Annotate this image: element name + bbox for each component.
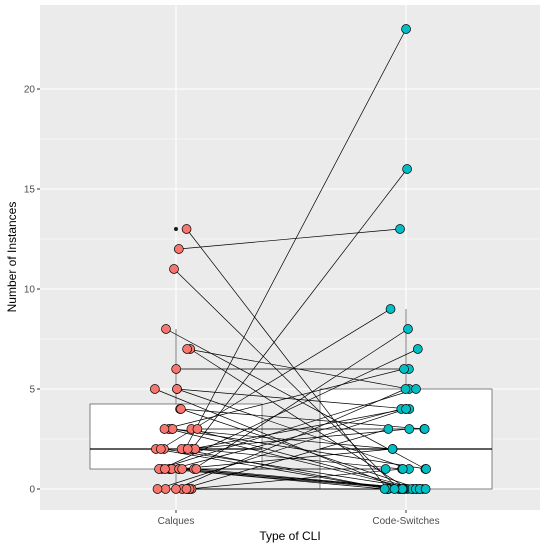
calques-point bbox=[169, 264, 179, 274]
code-switches-point bbox=[411, 384, 421, 394]
code-switches-point bbox=[397, 464, 408, 474]
calques-point bbox=[167, 424, 178, 434]
code-switches-point bbox=[380, 464, 391, 474]
calques-point bbox=[176, 404, 186, 414]
pair-line bbox=[182, 428, 389, 490]
calques-point bbox=[160, 484, 171, 494]
code-switches-point bbox=[383, 424, 394, 434]
calques-point bbox=[171, 484, 181, 494]
pair-line bbox=[154, 388, 401, 490]
code-switches-point bbox=[421, 464, 431, 474]
calques-point bbox=[160, 464, 170, 474]
code-switches-point bbox=[401, 24, 411, 34]
code-switches-point bbox=[395, 224, 405, 234]
pair-line bbox=[193, 328, 409, 470]
pair-line bbox=[175, 388, 406, 490]
code-switches-point bbox=[403, 324, 413, 334]
pair-line bbox=[158, 388, 417, 470]
pair-line bbox=[171, 408, 402, 470]
calques-point bbox=[152, 484, 163, 494]
calques-point bbox=[191, 464, 202, 474]
pair-line bbox=[172, 428, 427, 470]
y-axis-title: Number of Instances bbox=[5, 202, 19, 313]
code-switches-point bbox=[401, 404, 411, 414]
y-tick-label: 20 bbox=[24, 85, 36, 96]
y-tick-label: 0 bbox=[29, 485, 35, 496]
data-points bbox=[150, 24, 431, 494]
calques-point bbox=[181, 484, 192, 494]
pair-line bbox=[157, 408, 407, 490]
calques-point bbox=[181, 224, 192, 234]
pair-line bbox=[164, 368, 405, 430]
x-tick-label: Calques bbox=[158, 516, 195, 527]
code-switches-point bbox=[419, 424, 430, 434]
outlier-point bbox=[174, 227, 178, 231]
calques-point bbox=[155, 444, 166, 454]
y-axis-ticks: 0 5 10 15 20 bbox=[24, 85, 40, 496]
box-calques bbox=[89, 403, 263, 470]
calques-point bbox=[177, 464, 187, 474]
code-switches-point bbox=[387, 444, 398, 454]
code-switches-point bbox=[420, 484, 431, 494]
calques-point bbox=[159, 424, 170, 434]
code-switches-point bbox=[404, 424, 415, 434]
code-switches-point bbox=[400, 384, 411, 394]
code-switches-point bbox=[389, 484, 400, 494]
calques-point bbox=[171, 364, 182, 374]
pair-line bbox=[161, 348, 418, 470]
pair-line bbox=[164, 468, 405, 490]
pair-line bbox=[191, 428, 417, 490]
pair-line bbox=[178, 228, 401, 250]
y-tick-label: 5 bbox=[29, 385, 35, 396]
x-tick-label: Code-Switches bbox=[372, 516, 439, 527]
x-axis-title: Type of CLI bbox=[259, 529, 320, 543]
pair-line bbox=[187, 428, 410, 450]
calques-point bbox=[173, 244, 184, 254]
calques-point bbox=[182, 344, 192, 354]
y-tick-label: 15 bbox=[24, 185, 36, 196]
pair-line bbox=[168, 428, 414, 490]
calques-point bbox=[182, 444, 193, 454]
x-axis-ticks: Calques Code-Switches bbox=[158, 510, 440, 527]
pair-line bbox=[171, 428, 393, 450]
code-switches-point bbox=[385, 304, 396, 314]
pair-line bbox=[177, 388, 410, 410]
pair-line bbox=[184, 28, 407, 450]
pair-line bbox=[191, 408, 406, 450]
calques-point bbox=[172, 384, 182, 394]
code-switches-point bbox=[412, 344, 423, 354]
pair-line bbox=[188, 468, 403, 490]
y-tick-label: 10 bbox=[24, 285, 36, 296]
calques-point bbox=[161, 324, 171, 334]
calques-point bbox=[150, 384, 160, 394]
code-switches-point bbox=[399, 364, 409, 374]
code-switches-point bbox=[379, 484, 390, 494]
pair-lines bbox=[154, 28, 427, 490]
code-switches-point bbox=[402, 164, 412, 174]
pair-line bbox=[191, 168, 408, 450]
calques-point bbox=[192, 424, 203, 434]
pair-line bbox=[195, 448, 403, 470]
